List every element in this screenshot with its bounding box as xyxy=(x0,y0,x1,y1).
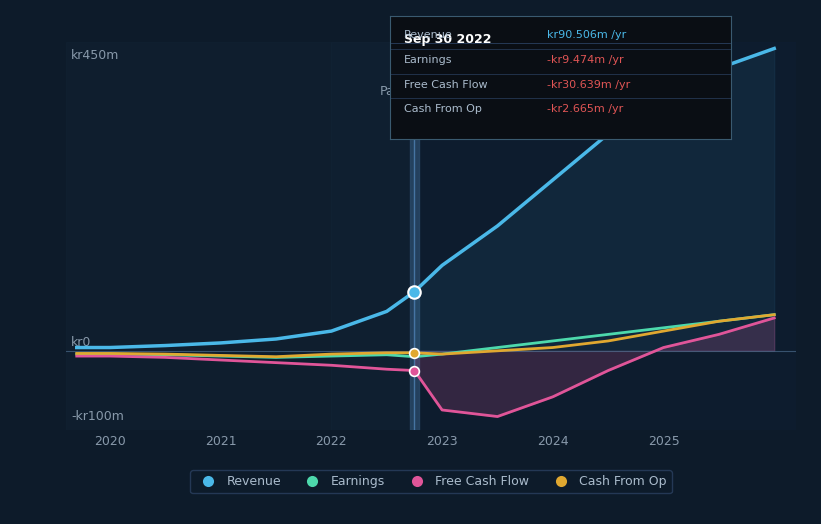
Text: -kr2.665m /yr: -kr2.665m /yr xyxy=(547,104,623,114)
Text: Earnings: Earnings xyxy=(404,55,452,65)
Text: kr0: kr0 xyxy=(71,336,92,350)
Legend: Revenue, Earnings, Free Cash Flow, Cash From Op: Revenue, Earnings, Free Cash Flow, Cash … xyxy=(190,470,672,493)
Bar xyxy=(415,42,796,430)
Text: Revenue: Revenue xyxy=(404,30,452,40)
Text: -kr9.474m /yr: -kr9.474m /yr xyxy=(547,55,623,65)
Bar xyxy=(410,42,419,430)
Text: -kr30.639m /yr: -kr30.639m /yr xyxy=(547,80,630,90)
Text: Analysts Forecasts: Analysts Forecasts xyxy=(424,85,539,98)
Bar xyxy=(66,42,332,430)
Text: kr90.506m /yr: kr90.506m /yr xyxy=(547,30,626,40)
Text: -kr100m: -kr100m xyxy=(71,410,124,423)
Text: Cash From Op: Cash From Op xyxy=(404,104,481,114)
Text: kr450m: kr450m xyxy=(71,49,120,61)
Text: Free Cash Flow: Free Cash Flow xyxy=(404,80,487,90)
Text: Past: Past xyxy=(379,85,406,98)
Text: Sep 30 2022: Sep 30 2022 xyxy=(404,33,491,46)
Bar xyxy=(332,42,415,430)
